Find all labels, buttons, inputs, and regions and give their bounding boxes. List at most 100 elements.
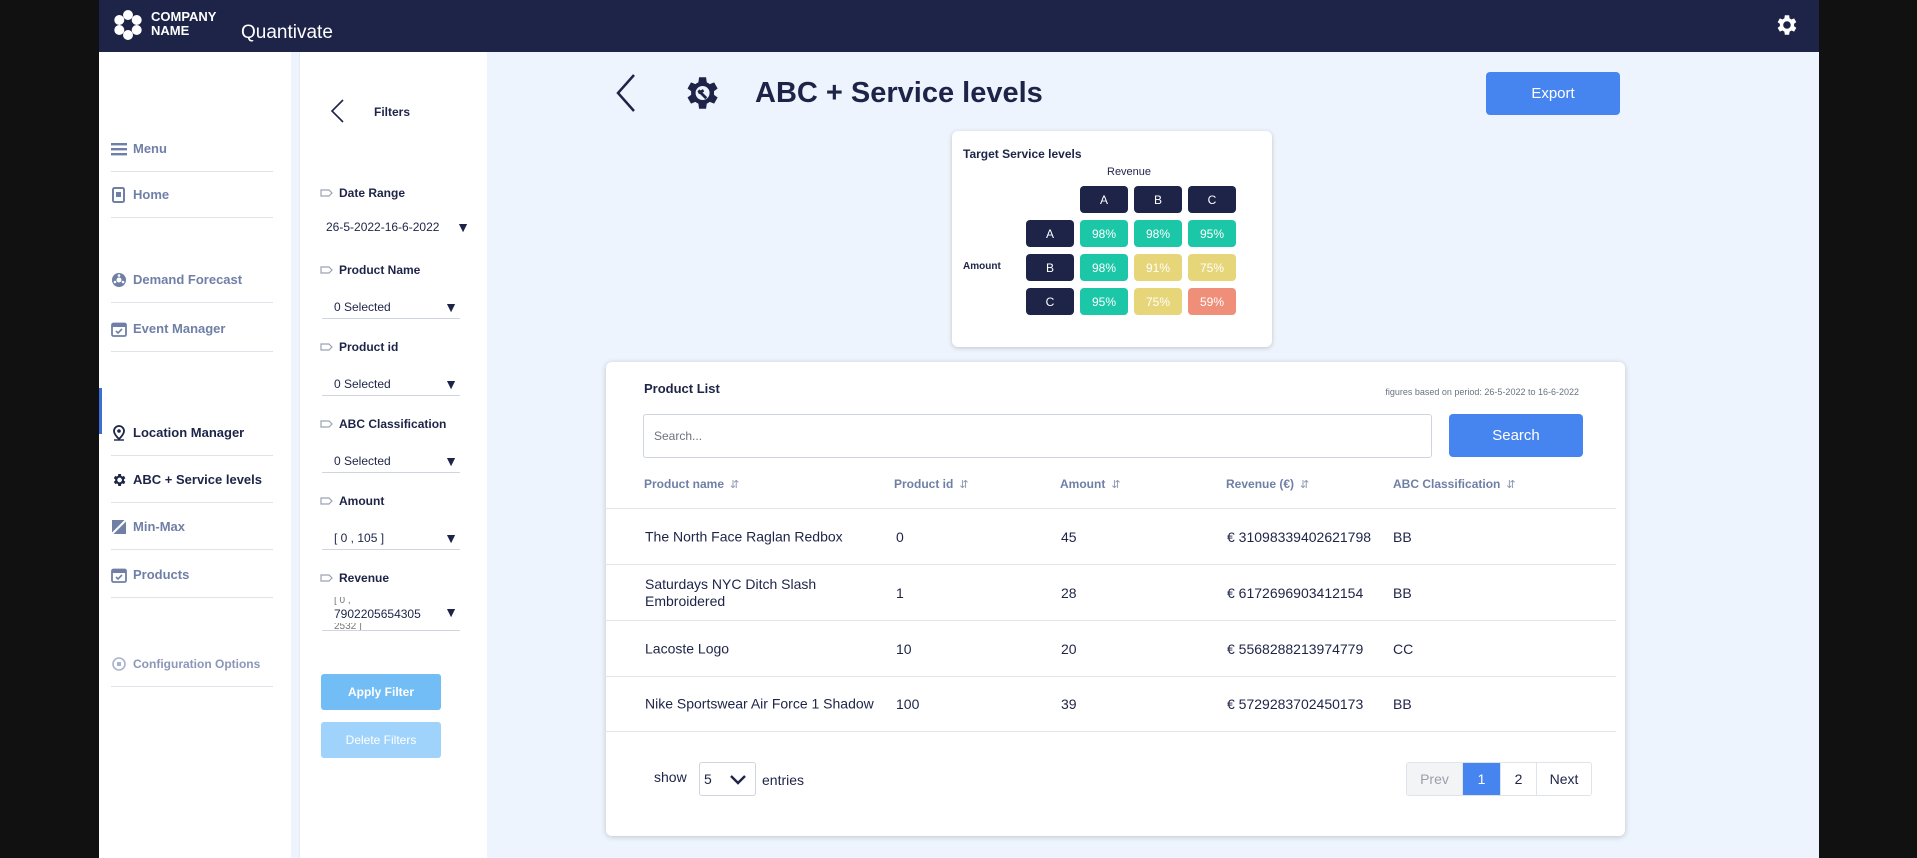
sidebar-item-products[interactable]: Products: [111, 552, 273, 598]
chevron-down-icon: ▼: [444, 453, 458, 469]
sidebar-item-home[interactable]: Home: [111, 172, 273, 218]
column-header-amount[interactable]: Amount ⇵: [1060, 477, 1121, 491]
filter-label-text: Product Name: [339, 263, 421, 277]
sidebar-item-demand-forecast[interactable]: Demand Forecast: [111, 257, 273, 303]
chevron-down-icon: ▼: [456, 219, 470, 235]
config-icon: [112, 656, 126, 671]
filters-title: Filters: [374, 105, 411, 119]
filter-label-revenue: Revenue: [320, 571, 389, 585]
service-level-cell: 98%: [1080, 254, 1128, 281]
delete-filters-button[interactable]: Delete Filters: [321, 722, 441, 758]
sidebar: Menu Home Demand Forecast Event Manager …: [99, 52, 291, 858]
matrix-col-header: A: [1080, 186, 1128, 213]
sidebar-item-label: Menu: [133, 141, 167, 156]
product-name-select[interactable]: 0 Selected ▼: [322, 295, 460, 319]
sidebar-item-abc-service-levels[interactable]: ABC + Service levels: [111, 457, 273, 503]
chevron-down-icon: ▼: [444, 299, 458, 315]
amount-range-value: [ 0 , 105 ]: [334, 531, 385, 545]
column-header-product-name[interactable]: Product name ⇵: [644, 477, 739, 491]
column-header-product-id[interactable]: Product id ⇵: [894, 477, 969, 491]
service-level-cell: 98%: [1080, 220, 1128, 247]
date-range-field[interactable]: 26-5-2022-16-6-2022 ▼: [322, 215, 472, 239]
settings-gear-icon[interactable]: [1773, 12, 1799, 38]
apply-filter-button[interactable]: Apply Filter: [321, 674, 441, 710]
filter-label-text: Date Range: [339, 186, 406, 200]
product-list-title: Product List: [644, 381, 720, 396]
filter-label-text: ABC Classification: [339, 417, 447, 431]
sidebar-item-location-manager[interactable]: Location Manager: [111, 410, 273, 456]
page-button-1[interactable]: 1: [1463, 763, 1501, 795]
export-button[interactable]: Export: [1486, 72, 1620, 115]
column-header-revenue[interactable]: Revenue (€) ⇵: [1226, 477, 1309, 491]
filter-label-text: Product id: [339, 340, 399, 354]
calendar-icon: [111, 322, 127, 337]
tag-icon: [320, 189, 333, 197]
sidebar-item-event-manager[interactable]: Event Manager: [111, 306, 273, 352]
column-header-label: Revenue (€): [1226, 477, 1295, 491]
revenue-range-value: 7902205654305: [334, 607, 421, 621]
column-header-label: ABC Classification: [1393, 477, 1501, 491]
cell-amount: 28: [1061, 584, 1077, 601]
entries-per-page-select[interactable]: 5: [699, 762, 756, 796]
tag-icon: [320, 420, 333, 428]
collapse-filters-chevron-left-icon[interactable]: [328, 98, 348, 124]
revenue-range-value: 2532 ]: [334, 623, 362, 631]
cell-revenue: € 5568288213974779: [1227, 640, 1364, 657]
column-header-label: Amount: [1060, 477, 1106, 491]
tag-icon: [320, 574, 333, 582]
service-level-cell: 59%: [1188, 288, 1236, 315]
cell-abc: BB: [1393, 528, 1412, 545]
table-row[interactable]: Saturdays NYC Ditch Slash Embroidered 1 …: [606, 564, 1616, 620]
table-row[interactable]: Lacoste Logo 10 20 € 5568288213974779 CC: [606, 620, 1616, 676]
search-button[interactable]: Search: [1449, 414, 1583, 457]
filter-label-amount: Amount: [320, 494, 384, 508]
prev-page-button[interactable]: Prev: [1407, 763, 1463, 795]
sidebar-item-min-max[interactable]: Min-Max: [111, 504, 273, 550]
cell-abc: BB: [1393, 584, 1412, 601]
product-id-select[interactable]: 0 Selected ▼: [322, 372, 460, 396]
app-name: Quantivate: [241, 22, 333, 43]
back-chevron-left-icon[interactable]: [614, 72, 638, 114]
filter-label-date-range: Date Range: [320, 186, 405, 200]
sidebar-item-label: Min-Max: [133, 519, 185, 534]
app-window: COMPANY NAME Quantivate Menu Home Demand…: [99, 0, 1819, 858]
service-levels-title: Target Service levels: [963, 147, 1082, 161]
revenue-axis-label: Revenue: [1107, 166, 1152, 178]
matrix-row-header: B: [1026, 254, 1074, 281]
top-bar: COMPANY NAME Quantivate: [99, 0, 1819, 52]
filter-panel: Filters Date Range 26-5-2022-16-6-2022 ▼…: [299, 52, 487, 858]
matrix-row-header: C: [1026, 288, 1074, 315]
company-logo-icon: [114, 10, 142, 40]
sidebar-item-menu[interactable]: Menu: [111, 126, 273, 172]
service-level-cell: 95%: [1188, 220, 1236, 247]
table-row[interactable]: Nike Sportswear Air Force 1 Shadow 100 3…: [606, 676, 1616, 732]
amount-axis-label: Amount: [963, 261, 1001, 272]
matrix-row-header: A: [1026, 220, 1074, 247]
column-header-abc-classification[interactable]: ABC Classification ⇵: [1393, 477, 1516, 491]
show-label: show: [654, 769, 687, 785]
sidebar-item-configuration-options[interactable]: Configuration Options: [111, 641, 273, 687]
location-icon: [113, 424, 125, 441]
date-range-value: 26-5-2022-16-6-2022: [326, 220, 440, 234]
service-level-cell: 75%: [1134, 288, 1182, 315]
search-input[interactable]: [643, 414, 1432, 458]
next-page-button[interactable]: Next: [1537, 763, 1591, 795]
table-row[interactable]: The North Face Raglan Redbox 0 45 € 3109…: [606, 508, 1616, 564]
revenue-range-field[interactable]: [ 0 , 7902205654305 2532 ] ▼: [322, 597, 460, 631]
abc-classification-select[interactable]: 0 Selected ▼: [322, 449, 460, 473]
service-level-cell: 75%: [1188, 254, 1236, 281]
amount-range-field[interactable]: [ 0 , 105 ] ▼: [322, 526, 460, 550]
sort-icon: ⇵: [1300, 478, 1310, 491]
filter-label-abc-classification: ABC Classification: [320, 417, 446, 431]
sort-icon: ⇵: [959, 478, 969, 491]
revenue-range-value: [ 0 ,: [334, 597, 351, 605]
gear-icon: [113, 473, 126, 486]
cell-product-name: The North Face Raglan Redbox: [645, 528, 843, 544]
active-indicator: [99, 388, 102, 434]
sort-icon: ⇵: [730, 478, 740, 491]
page-button-2[interactable]: 2: [1501, 763, 1537, 795]
service-levels-gear-icon: [687, 77, 718, 109]
tag-icon: [320, 497, 333, 505]
forecast-icon: [112, 272, 126, 287]
chevron-down-icon: ▼: [444, 376, 458, 392]
